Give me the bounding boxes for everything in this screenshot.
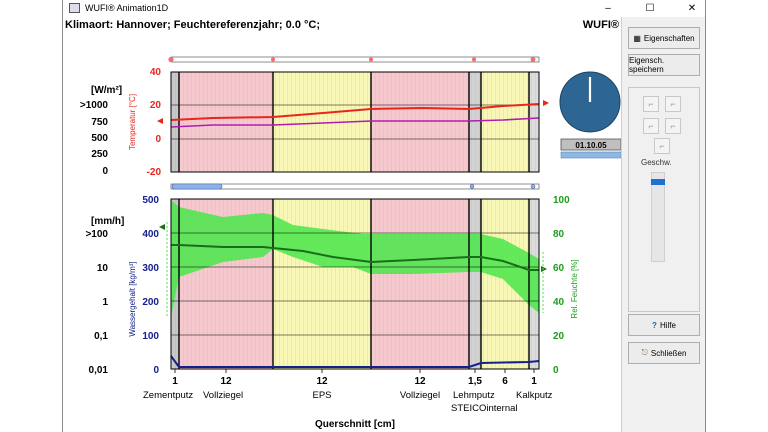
properties-button[interactable]: ▦ Eigenschaften: [628, 27, 700, 49]
rain-tick: 0,1: [94, 331, 108, 342]
help-icon: ?: [652, 320, 657, 330]
rewind-icon[interactable]: ⌐: [665, 96, 681, 112]
title-bar: WUFI® Animation1D – ☐ ✕: [63, 0, 705, 17]
rh-tick: 60: [553, 263, 565, 274]
climate-location-heading: Klimaort: Hannover; Feuchtereferenzjahr;…: [65, 19, 321, 31]
rh-tick: 100: [553, 195, 570, 206]
rh-line: [171, 244, 539, 271]
temperature-plot: [170, 71, 540, 173]
outdoor-temp-arrow: [157, 118, 163, 124]
rain-unit-label: [mm/h]: [91, 216, 124, 227]
rh-tick: 20: [553, 331, 565, 342]
material-label: EPS: [312, 390, 331, 401]
water-tick: 400: [142, 229, 159, 240]
speed-slider-thumb[interactable]: [651, 178, 665, 185]
flux-tick: 0: [102, 166, 108, 177]
save-properties-button[interactable]: Eigensch. speichern: [628, 54, 700, 76]
rain-tick: 0,01: [89, 365, 109, 376]
control-panel: ▦ Eigenschaften Eigensch. speichern ⌐ ⌐ …: [621, 17, 705, 432]
play-forward-icon[interactable]: ⌐: [665, 118, 681, 134]
play-back-icon[interactable]: ⌐: [643, 118, 659, 134]
temp-tick: 20: [150, 100, 162, 111]
rain-strip: [170, 183, 540, 190]
material-label: Vollziegel: [203, 390, 243, 401]
rain-tick: 10: [97, 263, 109, 274]
water-tick: 100: [142, 331, 159, 342]
temperature-line: [170, 103, 540, 121]
exit-icon: ⎋: [641, 348, 648, 357]
top-strip-marker: [271, 57, 275, 62]
thickness-tick: 1: [172, 376, 178, 387]
material-label: Kalkputz: [516, 390, 553, 401]
rain-tick: >100: [85, 229, 108, 240]
material-label: Vollziegel: [400, 390, 440, 401]
thickness-tick: 1,5: [468, 376, 482, 387]
cross-section-chart: [W/m²] >1000 750 500 250 0 Temperatur [°…: [80, 56, 621, 430]
thickness-tick: 6: [502, 376, 508, 387]
date-progress-bar: [560, 151, 621, 159]
water-tick: 0: [153, 365, 159, 376]
top-strip-marker: [472, 57, 476, 62]
minimize-button[interactable]: –: [605, 3, 611, 14]
top-strip-marker-left: [168, 56, 174, 63]
window-title: WUFI® Animation1D: [85, 3, 169, 13]
rh-tick: 40: [553, 297, 565, 308]
wufi-brand-label: WUFI®: [582, 19, 619, 31]
water-tick: 300: [142, 263, 159, 274]
top-strip-marker: [369, 57, 373, 62]
step-back-icon[interactable]: ⌐: [643, 96, 659, 112]
app-window: WUFI® Animation1D – ☐ ✕ Klimaort: Hannov…: [62, 0, 706, 432]
x-axis-title: Querschnitt [cm]: [315, 419, 395, 430]
temp-tick: 40: [150, 67, 162, 78]
rain-indicator: [171, 183, 223, 190]
moisture-plot: [170, 198, 540, 370]
app-icon: [69, 3, 80, 13]
close-button[interactable]: ⎋ Schließen: [628, 342, 700, 364]
flux-unit-label: [W/m²]: [91, 85, 122, 96]
indoor-temp-arrow: [543, 100, 549, 106]
water-content-axis-label: Wassergehalt [kg/m³]: [128, 261, 137, 336]
water-tick: 200: [142, 297, 159, 308]
speed-slider[interactable]: [651, 172, 665, 262]
close-window-button[interactable]: ✕: [687, 3, 697, 14]
help-button[interactable]: ? Hilfe: [628, 314, 700, 336]
speed-label: Geschw.: [641, 158, 672, 167]
rain-tick: 1: [102, 297, 108, 308]
navigation-controls: ⌐ ⌐ ⌐ ⌐ ⌐ Geschw.: [628, 87, 700, 312]
date-label: 01.10.05: [575, 141, 607, 150]
flux-tick: 750: [91, 117, 108, 128]
temp-tick: 0: [155, 134, 161, 145]
clock-widget: 01.10.05: [559, 71, 621, 159]
rh-range-band: [171, 200, 539, 317]
rh-axis-label: Rel. Feuchte [%]: [570, 259, 579, 318]
material-label: Lehmputz: [453, 390, 495, 401]
top-strip-marker-right: [530, 57, 536, 62]
water-content-line: [170, 355, 540, 368]
water-tick: 500: [142, 195, 159, 206]
flux-tick: 500: [91, 133, 108, 144]
flux-tick: >1000: [80, 100, 109, 111]
thickness-tick: 1: [531, 376, 537, 387]
maximize-button[interactable]: ☐: [645, 3, 655, 14]
rain-strip-marker: [530, 184, 536, 189]
material-label: STEICOinternal: [451, 403, 518, 414]
thickness-tick: 12: [414, 376, 426, 387]
rh-tick: 0: [553, 365, 559, 376]
thickness-tick: 12: [220, 376, 232, 387]
pause-icon[interactable]: ⌐: [654, 138, 670, 154]
thickness-tick: 12: [316, 376, 328, 387]
temp-tick: -20: [147, 167, 162, 178]
indoor-rh-arrow: [541, 266, 547, 272]
animation-area: Klimaort: Hannover; Feuchtereferenzjahr;…: [63, 17, 621, 432]
flux-tick: 250: [91, 149, 108, 160]
rh-tick: 80: [553, 229, 565, 240]
properties-icon: ▦: [633, 33, 641, 43]
dewpoint-line: [170, 117, 540, 128]
material-label: Zementputz: [143, 390, 193, 401]
outdoor-rh-arrow: [159, 224, 165, 230]
top-boundary-strip: [170, 56, 540, 63]
date-box: [560, 138, 621, 151]
temperature-axis-label: Temperatur [°C]: [128, 94, 137, 150]
rain-strip-marker: [469, 184, 475, 189]
